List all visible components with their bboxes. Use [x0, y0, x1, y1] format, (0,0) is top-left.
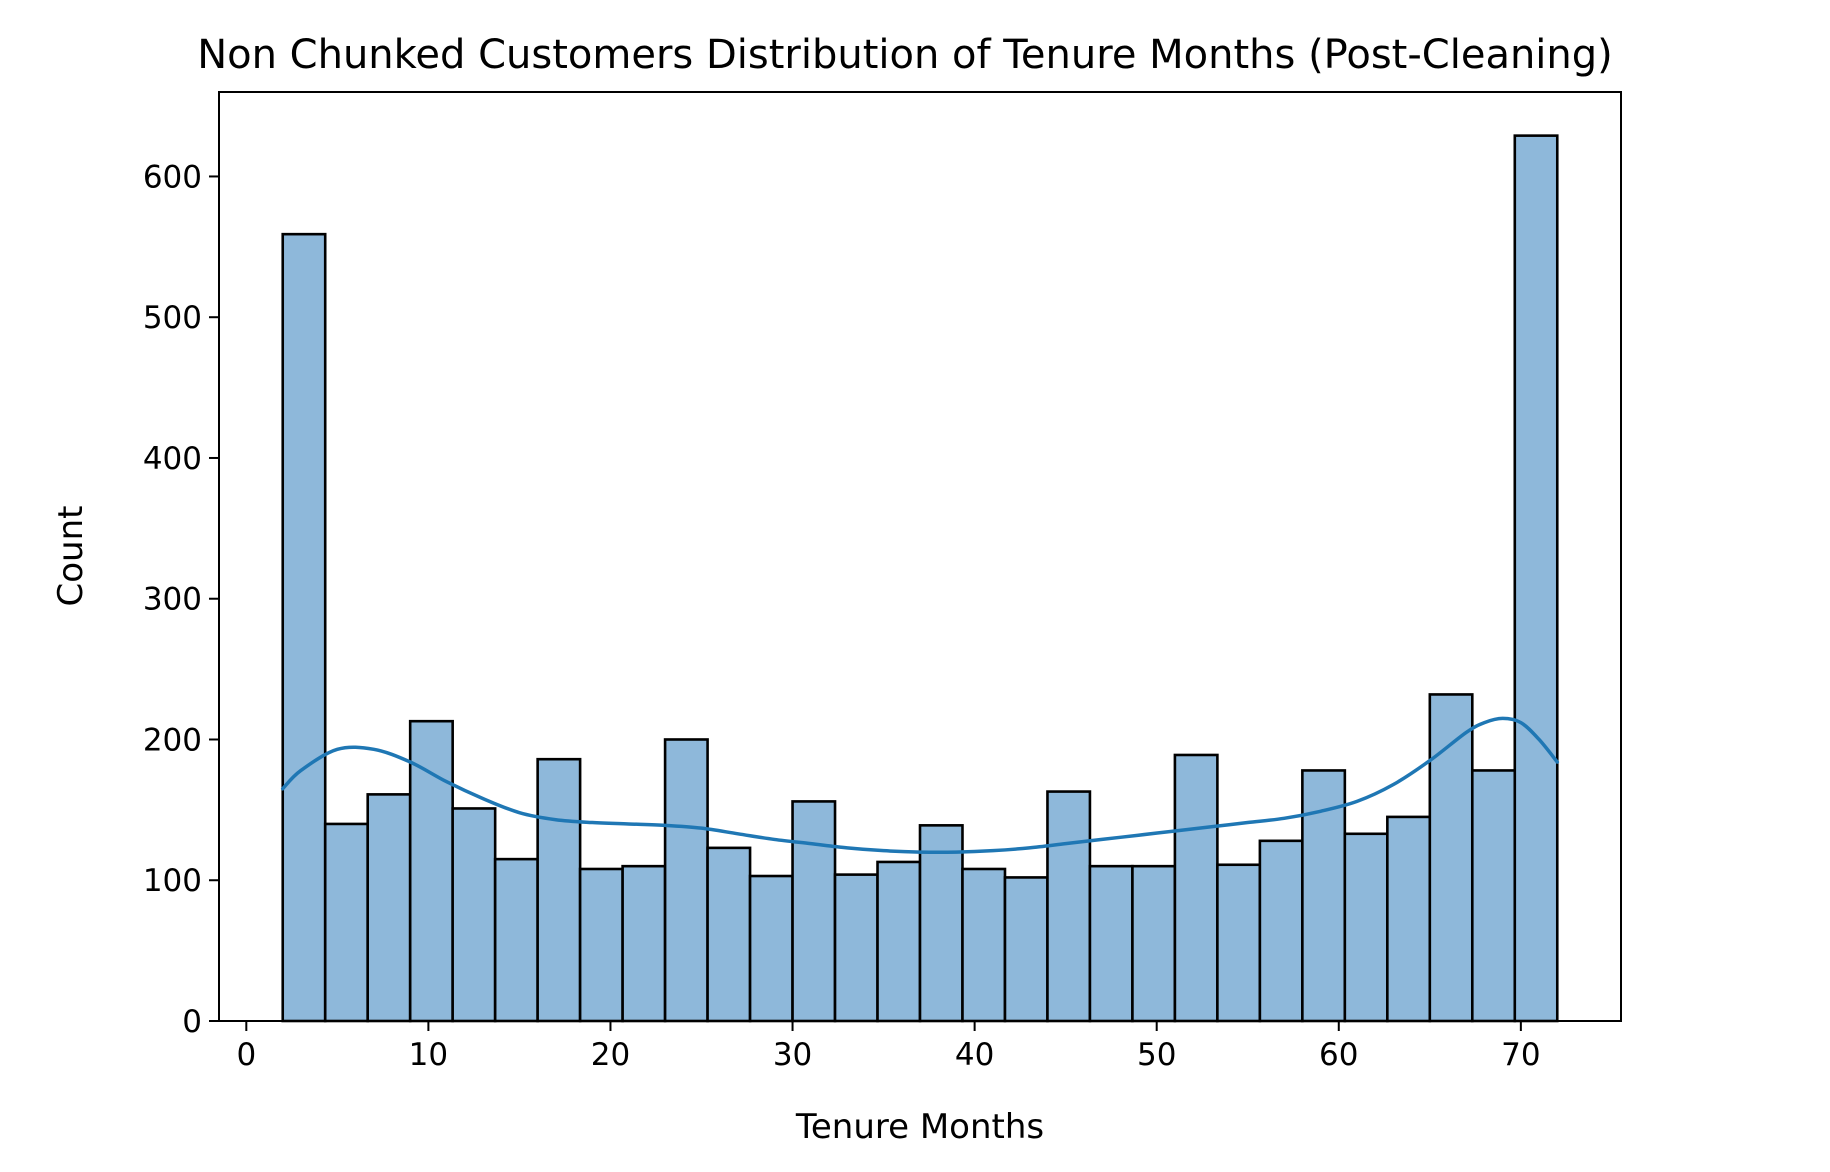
histogram-bars [281, 134, 1559, 1023]
histogram-bar [961, 867, 1007, 1023]
x-tick-label: 0 [236, 1037, 256, 1073]
x-tick-label: 20 [591, 1037, 630, 1073]
histogram-bar [408, 719, 454, 1023]
histogram-bar [748, 874, 794, 1023]
plot-frame [218, 91, 1622, 1022]
x-axis-ticks: 0 10 20 30 40 50 60 70 [236, 1021, 1541, 1073]
histogram-bar [791, 800, 837, 1023]
histogram-bar [1088, 864, 1134, 1023]
x-tick-label: 50 [1137, 1037, 1176, 1073]
y-tick-label: 0 [182, 1004, 202, 1040]
histogram-bar [833, 873, 879, 1023]
histogram-bar [1386, 815, 1432, 1023]
histogram-bar [323, 822, 370, 1023]
kde-curve [280, 716, 1560, 855]
y-axis-label: Count [51, 506, 91, 607]
histogram-bar [1343, 832, 1389, 1023]
histogram-bar [1513, 134, 1559, 1023]
x-tick-label: 30 [773, 1037, 812, 1073]
y-axis-ticks: 0 100 200 300 400 500 600 [143, 159, 219, 1040]
histogram-bar [706, 846, 752, 1023]
kde-layer [280, 716, 1560, 855]
histogram-bar [918, 824, 964, 1023]
y-tick-label: 600 [143, 159, 202, 195]
histogram-bar [1003, 876, 1049, 1023]
histogram-bar [876, 860, 922, 1023]
histogram-bar [1046, 790, 1092, 1023]
histogram-bar [578, 867, 624, 1023]
y-tick-label: 300 [143, 582, 202, 618]
histogram-bar [366, 793, 412, 1023]
histogram-bar [493, 857, 539, 1023]
x-tick-label: 10 [409, 1037, 448, 1073]
y-tick-label: 400 [143, 441, 202, 477]
histogram-bar [1173, 753, 1219, 1023]
histogram-bar [536, 757, 582, 1023]
histogram-bar [1258, 839, 1304, 1023]
histogram-bar [1470, 769, 1517, 1023]
histogram-bar [663, 738, 709, 1023]
x-tick-label: 60 [1319, 1037, 1358, 1073]
histogram-bar [1131, 864, 1177, 1023]
histogram-bar [621, 864, 667, 1023]
x-tick-label: 70 [1501, 1037, 1540, 1073]
histogram-bar [281, 232, 327, 1023]
x-tick-label: 40 [955, 1037, 994, 1073]
y-tick-label: 500 [143, 300, 202, 336]
y-tick-label: 100 [143, 863, 202, 899]
histogram-bar [1216, 863, 1262, 1023]
x-axis-label: Tenure Months [795, 1107, 1044, 1147]
histogram-bar [451, 807, 497, 1023]
y-tick-label: 200 [143, 722, 202, 758]
chart-title: Non Chunked Customers Distribution of Te… [197, 32, 1613, 78]
